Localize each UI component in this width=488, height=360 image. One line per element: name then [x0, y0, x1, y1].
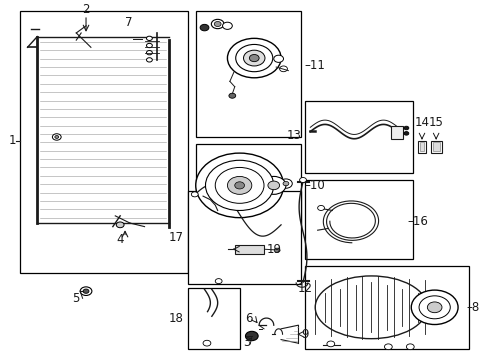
Circle shape	[116, 222, 124, 228]
Circle shape	[261, 176, 285, 194]
Circle shape	[146, 43, 152, 48]
Circle shape	[80, 287, 92, 296]
Circle shape	[279, 179, 292, 188]
Circle shape	[245, 331, 258, 341]
Circle shape	[146, 36, 152, 41]
Circle shape	[403, 132, 408, 135]
Bar	[419, 141, 424, 151]
Bar	[432, 141, 439, 151]
Circle shape	[326, 341, 334, 347]
Bar	[430, 140, 441, 153]
Circle shape	[234, 182, 244, 189]
Text: –11: –11	[304, 59, 325, 72]
Circle shape	[83, 289, 89, 293]
Bar	[305, 266, 468, 348]
Text: 2: 2	[82, 3, 90, 16]
Text: 15: 15	[428, 116, 443, 129]
Text: –10: –10	[304, 179, 325, 192]
Text: 1: 1	[9, 134, 16, 147]
Bar	[188, 288, 239, 348]
Text: 3: 3	[243, 336, 250, 348]
Bar	[305, 180, 412, 259]
Circle shape	[273, 55, 283, 62]
Circle shape	[283, 181, 288, 186]
Circle shape	[427, 302, 441, 313]
Circle shape	[317, 206, 324, 211]
Bar	[188, 191, 300, 284]
Circle shape	[205, 160, 273, 211]
Circle shape	[418, 296, 449, 319]
Circle shape	[211, 19, 224, 29]
Text: 14: 14	[414, 116, 428, 129]
Bar	[195, 144, 300, 226]
Text: 4: 4	[116, 233, 123, 246]
Circle shape	[249, 54, 259, 62]
Ellipse shape	[315, 276, 427, 339]
Circle shape	[200, 24, 208, 31]
Circle shape	[406, 344, 413, 350]
Circle shape	[227, 39, 281, 78]
Circle shape	[299, 177, 306, 183]
Circle shape	[384, 344, 391, 350]
Circle shape	[267, 181, 279, 190]
Circle shape	[55, 135, 59, 138]
Text: 7: 7	[124, 16, 132, 29]
Circle shape	[274, 248, 280, 252]
Circle shape	[227, 176, 251, 194]
Circle shape	[203, 340, 210, 346]
Text: 18: 18	[168, 311, 183, 325]
Bar	[195, 12, 300, 137]
Circle shape	[235, 44, 272, 72]
Circle shape	[279, 66, 287, 72]
Bar	[305, 101, 412, 173]
Circle shape	[215, 279, 222, 284]
Circle shape	[195, 153, 283, 218]
Circle shape	[146, 58, 152, 62]
Circle shape	[146, 50, 152, 55]
Circle shape	[403, 126, 408, 130]
Bar	[417, 140, 426, 153]
Text: 5: 5	[72, 292, 80, 305]
Text: 19: 19	[265, 243, 281, 256]
Circle shape	[215, 167, 264, 203]
Circle shape	[228, 93, 235, 98]
Circle shape	[52, 134, 61, 140]
Bar	[234, 244, 264, 253]
Circle shape	[191, 192, 198, 197]
Text: 13: 13	[286, 129, 301, 142]
Text: –16: –16	[407, 215, 427, 228]
Circle shape	[410, 290, 457, 324]
Circle shape	[222, 22, 232, 30]
Circle shape	[243, 50, 264, 66]
Text: –8: –8	[465, 301, 478, 314]
Text: 6: 6	[244, 311, 252, 325]
Text: 17: 17	[168, 231, 183, 244]
Text: 12: 12	[297, 282, 312, 295]
Bar	[20, 12, 188, 273]
Circle shape	[214, 22, 221, 27]
Bar	[390, 126, 402, 139]
Text: 9: 9	[301, 328, 308, 341]
